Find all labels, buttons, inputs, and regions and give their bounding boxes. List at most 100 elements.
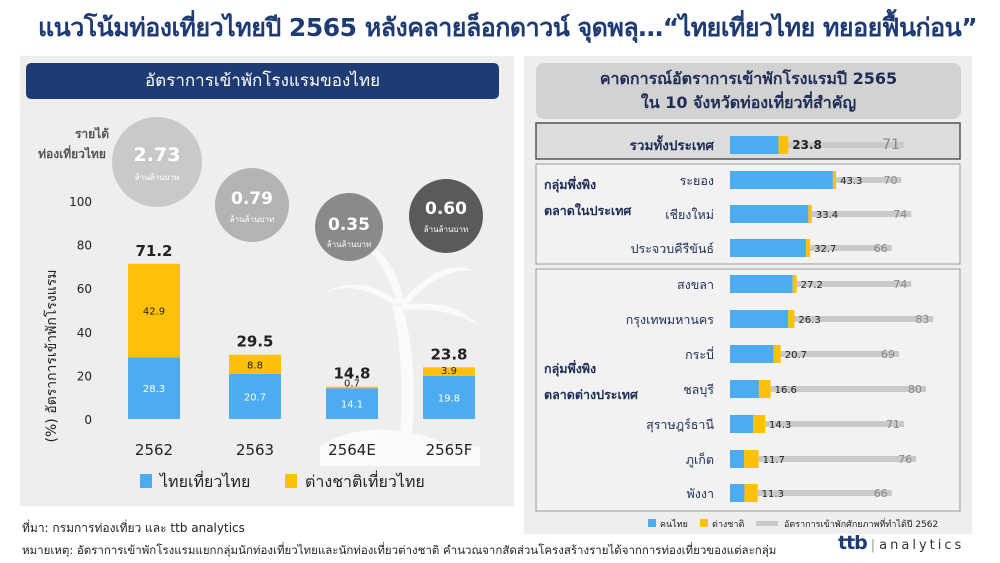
province-label: สงขลา <box>677 277 714 292</box>
bar-label-foreign: 42.9 <box>143 307 165 318</box>
left-panel-header: อัตราการเข้าพักโรงแรมของไทย <box>26 63 499 99</box>
potential-value-label: 71 <box>882 137 900 153</box>
ttb-analytics-logo: ttb | analytics <box>838 532 964 554</box>
bar-label-thai: 19.8 <box>438 393 460 404</box>
bar-thai <box>730 345 774 363</box>
revenue-bubble-2564E: 0.35 ล้านล้านบาท <box>315 193 383 261</box>
left-panel: อัตราการเข้าพักโรงแรมของไทย รายได้ ท่องเ… <box>20 56 514 506</box>
svg-text:ล้านล้านบาท: ล้านล้านบาท <box>424 225 469 234</box>
bar-foreign <box>744 484 758 502</box>
province-label: ระยอง <box>680 173 714 188</box>
y-axis-label: (%) อัตราการเข้าพักโรงแรม <box>43 270 60 443</box>
x-tick-label: 2562 <box>135 441 173 459</box>
bar-foreign <box>773 345 781 363</box>
bar-potential <box>796 281 912 287</box>
total-value-label: 11.3 <box>762 489 784 500</box>
y-tick-label: 20 <box>77 369 92 383</box>
total-value-label: 33.4 <box>816 210 838 221</box>
right-panel-header: คาดการณ์อัตราการเข้าพักโรงแรมปี 2565 ใน … <box>536 63 961 119</box>
total-value-label: 26.3 <box>798 315 820 326</box>
y-tick-label: 80 <box>77 239 92 253</box>
bar-foreign-2565F <box>423 367 475 376</box>
bar-foreign <box>778 136 789 154</box>
potential-value-label: 80 <box>908 383 922 396</box>
bar-potential <box>811 211 912 217</box>
svg-text:ล้านล้านบาท: ล้านล้านบาท <box>230 215 275 224</box>
bar-thai <box>730 484 745 502</box>
bar-label-foreign: 8.8 <box>247 360 263 371</box>
revenue-bubble-2563: 0.79 ล้านล้านบาท <box>215 168 289 242</box>
revenue-label-line1: รายได้ <box>75 126 109 141</box>
bar-total-label: 14.8 <box>333 365 370 383</box>
bar-thai <box>730 380 759 398</box>
potential-value-label: 71 <box>886 418 900 431</box>
bar-potential <box>810 245 892 251</box>
bar-thai <box>730 310 789 328</box>
bar-thai <box>730 171 833 189</box>
bar-foreign <box>792 275 797 293</box>
potential-value-label: 66 <box>874 242 888 255</box>
svg-text:0.35: 0.35 <box>328 215 370 235</box>
bar-label-thai: 14.1 <box>341 400 363 411</box>
legend-label-thai: ไทยเที่ยวไทย <box>158 470 250 491</box>
bar-foreign <box>758 380 771 398</box>
bar-foreign-2564E <box>326 386 378 389</box>
bar-foreign <box>753 415 766 433</box>
potential-value-label: 70 <box>884 174 898 187</box>
legend-swatch-thai-right <box>648 519 656 527</box>
page-title: แนวโน้มท่องเที่ยวไทยปี 2565 หลังคลายล็อก… <box>38 13 978 42</box>
logo-analytics: analytics <box>879 538 965 553</box>
bar-total-label: 23.8 <box>430 345 467 363</box>
bar-potential <box>770 386 926 392</box>
total-value-label: 32.7 <box>814 244 836 255</box>
group-domestic-line2: ตลาดในประเทศ <box>544 203 632 218</box>
palm-tree-icon <box>320 241 480 466</box>
potential-value-label: 69 <box>881 348 895 361</box>
y-tick-label: 40 <box>77 326 92 340</box>
province-label: เชียงใหม่ <box>665 207 714 222</box>
bar-foreign <box>744 450 759 468</box>
bar-total-label: 71.2 <box>135 242 172 260</box>
source-note: ที่มา: กรมการท่องเที่ยว และ ttb analytic… <box>22 521 245 535</box>
province-label: กรุงเทพมหานคร <box>626 312 715 328</box>
bar-label-thai: 20.7 <box>244 392 266 403</box>
bar-thai <box>730 275 793 293</box>
x-tick-label: 2563 <box>236 441 274 459</box>
total-value-label: 14.3 <box>769 420 791 431</box>
bar-foreign <box>832 171 837 189</box>
bar-foreign <box>788 310 795 328</box>
svg-text:2.73: 2.73 <box>134 144 181 166</box>
bar-thai <box>730 415 754 433</box>
bar-foreign <box>805 239 811 257</box>
potential-value-label: 83 <box>915 313 929 326</box>
total-value-label: 23.8 <box>792 138 822 152</box>
bar-thai <box>730 136 779 154</box>
revenue-bubble-2565F: 0.60 ล้านล้านบาท <box>409 179 483 253</box>
total-value-label: 27.2 <box>801 280 823 291</box>
bar-thai-2564E <box>326 388 378 419</box>
potential-value-label: 76 <box>898 453 912 466</box>
potential-value-label: 74 <box>893 208 907 221</box>
bar-total-label: 29.5 <box>236 333 273 351</box>
province-label: กระบี่ <box>685 346 714 362</box>
potential-value-label: 66 <box>874 487 888 500</box>
bar-label-foreign: 3.9 <box>441 366 457 377</box>
legend-swatch-potential <box>756 521 778 526</box>
svg-text:0.60: 0.60 <box>425 199 467 219</box>
bar-thai-2562 <box>128 357 180 419</box>
bar-foreign-2563 <box>229 354 281 374</box>
bar-potential <box>757 490 892 496</box>
bar-potential <box>765 421 904 427</box>
province-label: ประจวบคีรีขันธ์ <box>631 241 714 256</box>
revenue-label-line2: ท่องเที่ยวไทย <box>38 145 106 161</box>
bar-thai <box>730 239 806 257</box>
province-label: ชลบุรี <box>683 382 714 398</box>
province-label: ภูเก็ต <box>686 452 714 468</box>
y-tick-label: 100 <box>69 195 92 209</box>
legend-swatch-foreign-right <box>700 519 708 527</box>
bar-potential <box>758 456 917 462</box>
logo-ttb: ttb <box>838 532 868 554</box>
bar-potential <box>780 351 900 357</box>
logo-separator: | <box>870 538 876 553</box>
y-tick-label: 60 <box>77 282 92 296</box>
